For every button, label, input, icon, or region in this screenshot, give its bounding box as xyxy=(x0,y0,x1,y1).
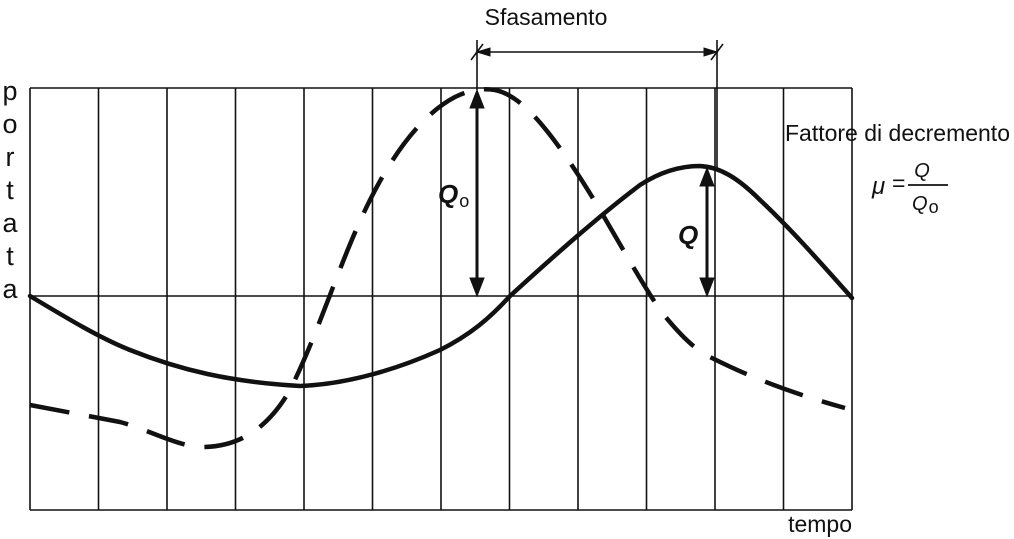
y-axis-letter: a xyxy=(2,274,18,304)
formula-denominator: Qo xyxy=(912,193,939,217)
incoming-wave-dashed xyxy=(29,87,846,450)
decrement-formula: μ = Q Qo xyxy=(871,160,948,217)
x-axis-label: tempo xyxy=(788,511,852,537)
phase-shift-dimension xyxy=(470,40,724,170)
phase-shift-label: Sfasamento xyxy=(485,4,608,30)
formula-numerator: Q xyxy=(914,160,930,182)
y-axis-label: p o r t a t a xyxy=(2,76,18,304)
y-axis-letter: o xyxy=(2,109,17,139)
outgoing-wave-solid xyxy=(27,163,855,389)
y-axis-letter: a xyxy=(2,208,18,238)
mu-symbol: μ xyxy=(871,173,885,200)
y-axis-letter: r xyxy=(6,142,15,172)
decrement-factor-label: Fattore di decremento xyxy=(785,120,1010,146)
outgoing-amplitude-label: Q xyxy=(678,220,698,250)
y-axis-letter: t xyxy=(6,241,14,271)
y-axis-letter: p xyxy=(2,76,17,106)
outgoing-amplitude-arrow xyxy=(699,166,715,298)
incoming-amplitude-arrow xyxy=(469,88,485,298)
vertical-grid xyxy=(29,88,853,510)
y-axis-letter: t xyxy=(6,175,14,205)
incoming-amplitude-label: Qo xyxy=(438,179,469,211)
formula-equals: = xyxy=(892,170,905,196)
